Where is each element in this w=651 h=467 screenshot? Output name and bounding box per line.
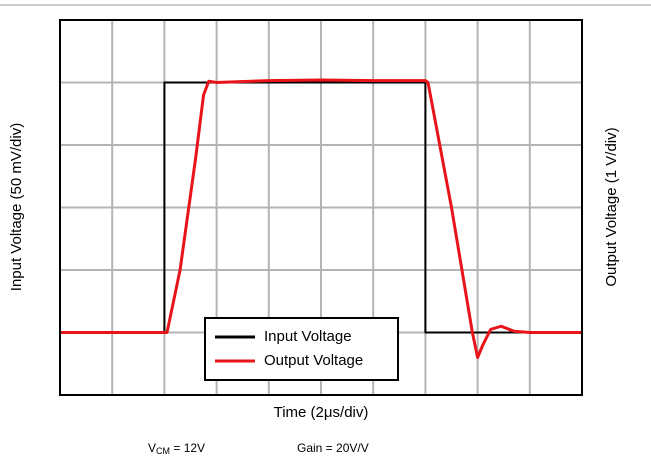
- legend-label: Input Voltage: [264, 328, 352, 345]
- plot-frame: [59, 19, 583, 396]
- legend-label: Output Voltage: [264, 352, 363, 369]
- note: VCM = 12V: [148, 441, 205, 456]
- note-rest: = 12V: [170, 441, 205, 455]
- note: Gain = 20V/V: [297, 441, 369, 455]
- x-axis-label: Time (2μs/div): [274, 404, 369, 421]
- note-sub: CM: [156, 446, 170, 456]
- note-text: V: [148, 441, 156, 455]
- series-line: [60, 78, 582, 359]
- legend-box: [204, 317, 399, 381]
- y-axis-label: Input Voltage (50 mV/div): [8, 123, 25, 291]
- y2-axis-label: Output Voltage (1 V/div): [603, 127, 620, 286]
